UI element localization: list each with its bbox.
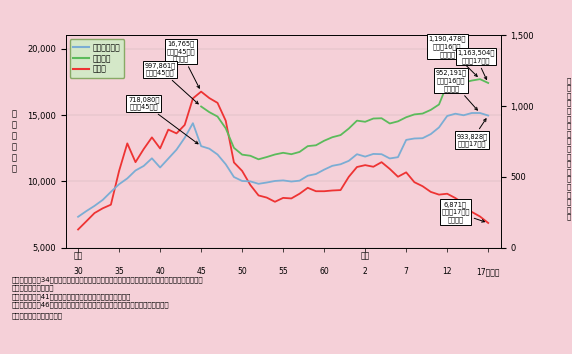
Text: 45: 45 bbox=[196, 267, 206, 276]
Text: 933,828件
（平成17年）: 933,828件 （平成17年） bbox=[456, 119, 487, 147]
Text: 平成: 平成 bbox=[360, 251, 370, 260]
Text: 952,191件
（平成16年）
過去最多: 952,191件 （平成16年） 過去最多 bbox=[436, 70, 478, 110]
Text: ３　昭和46年以前の件数、死者数及び死傷者数には、沖縄県を含まない。: ３ 昭和46年以前の件数、死者数及び死傷者数には、沖縄県を含まない。 bbox=[11, 302, 169, 308]
Text: 60: 60 bbox=[319, 267, 329, 276]
Text: 7: 7 bbox=[404, 267, 408, 276]
Text: 718,080件
（昭和45年）: 718,080件 （昭和45年） bbox=[128, 96, 198, 144]
Text: 997,861人
（昭和45年）: 997,861人 （昭和45年） bbox=[145, 62, 198, 104]
Text: 1,190,478人
（平成16年）
過去最多: 1,190,478人 （平成16年） 過去最多 bbox=[428, 36, 477, 76]
Text: 交
通
事
故
件
数
（
千
件
）
／
死
傷
者
数
（
千
人
）: 交 通 事 故 件 数 （ 千 件 ） ／ 死 傷 者 数 （ 千 人 ） bbox=[567, 77, 571, 221]
Text: 40: 40 bbox=[155, 267, 165, 276]
Text: 6,871人
（平成17年）
近年最少: 6,871人 （平成17年） 近年最少 bbox=[441, 201, 484, 223]
Text: 1,163,504人
（平成17年）: 1,163,504人 （平成17年） bbox=[457, 50, 495, 80]
Text: 昭和: 昭和 bbox=[73, 251, 83, 260]
Text: 死
者
数
（
人
）: 死 者 数 （ 人 ） bbox=[12, 109, 17, 174]
Text: 12: 12 bbox=[442, 267, 452, 276]
Text: （注）１　昭和34年までは軽微な被害（８日未満の負傷、２万円以下の物的損害）事故は、含まれ: （注）１ 昭和34年までは軽微な被害（８日未満の負傷、２万円以下の物的損害）事故… bbox=[11, 276, 203, 283]
Text: 資料）警察庁資料より作成: 資料）警察庁資料より作成 bbox=[11, 312, 62, 319]
Text: ２　昭和41年以降の件数には、物損事故を含まない。: ２ 昭和41年以降の件数には、物損事故を含まない。 bbox=[11, 293, 131, 300]
Text: ていない。: ていない。 bbox=[11, 285, 54, 291]
Text: 2: 2 bbox=[363, 267, 368, 276]
Text: 35: 35 bbox=[114, 267, 124, 276]
Text: 16,765人
（昭和45年）
過去最多: 16,765人 （昭和45年） 過去最多 bbox=[166, 40, 200, 88]
Text: 17（年）: 17（年） bbox=[476, 267, 500, 276]
Text: 50: 50 bbox=[237, 267, 247, 276]
Text: 30: 30 bbox=[73, 267, 83, 276]
Text: 55: 55 bbox=[278, 267, 288, 276]
Legend: 交通事故件数, 死傷者数, 死者数: 交通事故件数, 死傷者数, 死者数 bbox=[70, 39, 124, 78]
